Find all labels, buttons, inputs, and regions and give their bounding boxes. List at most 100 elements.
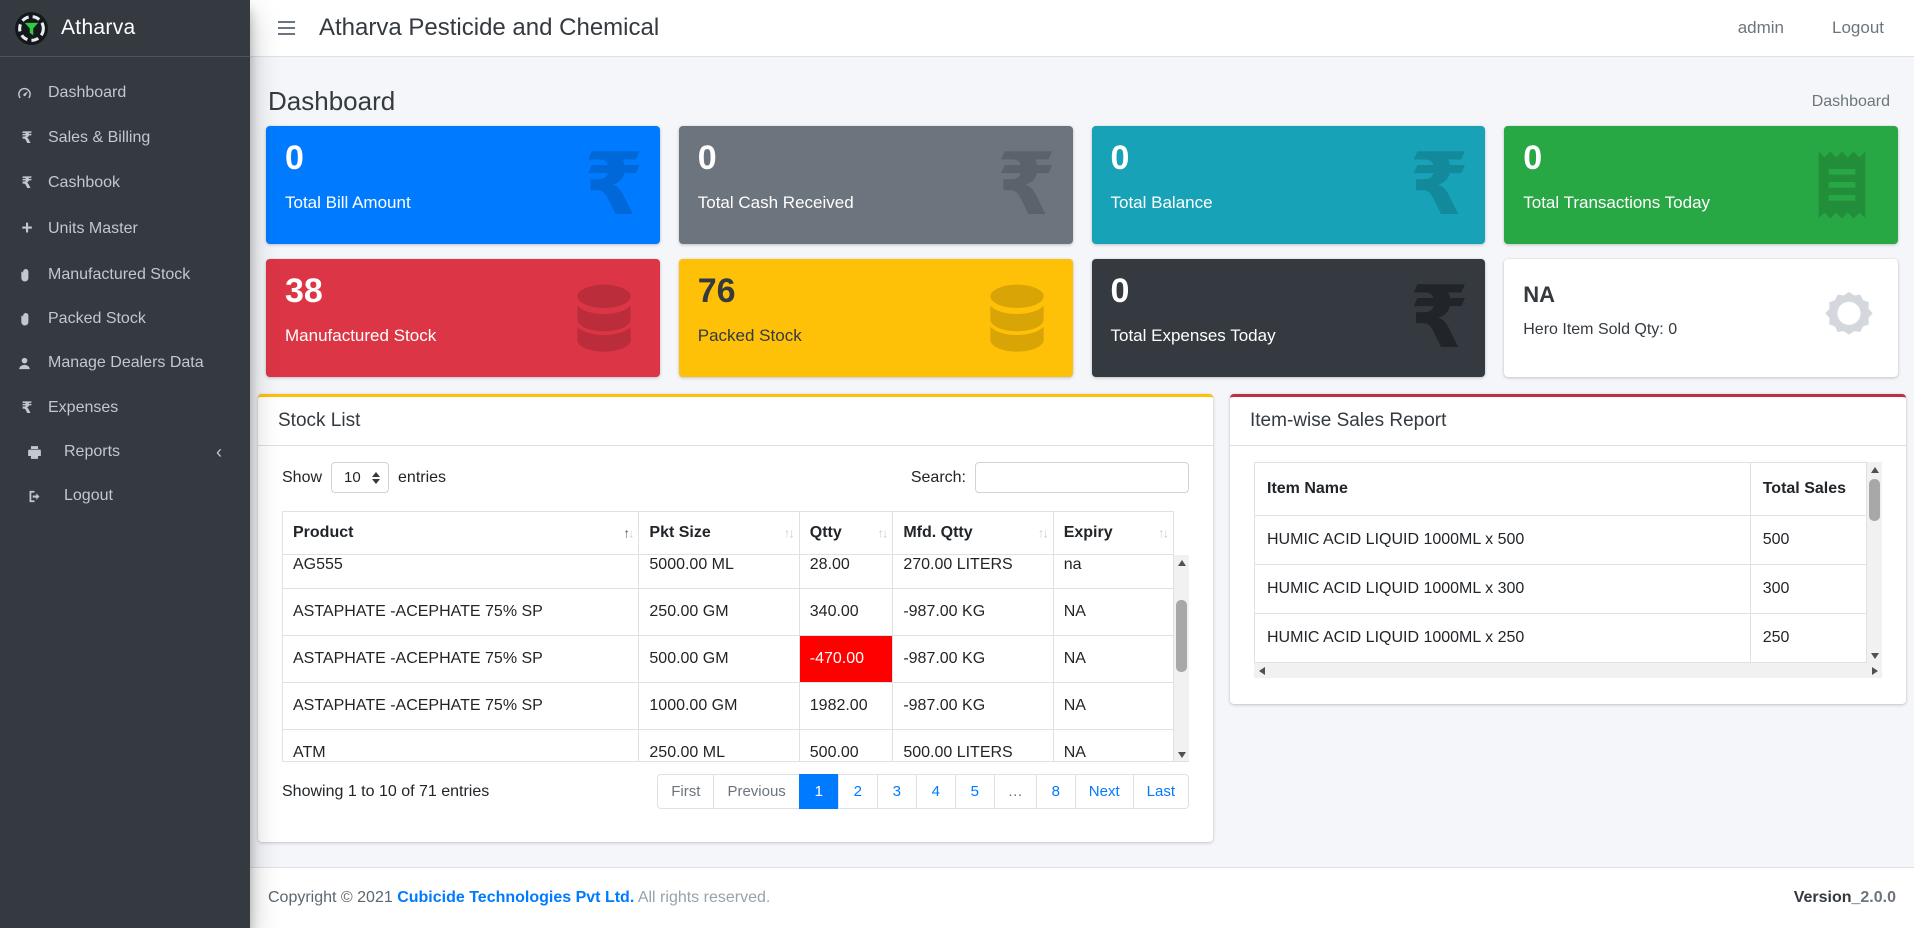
- sidebar-item-manufactured-stock[interactable]: Manufactured Stock: [8, 253, 242, 297]
- sort-icon: ↑↓: [1038, 526, 1047, 541]
- sort-icon: ↑↓: [623, 526, 632, 541]
- hamburger-menu-icon[interactable]: [276, 17, 297, 39]
- logout-link[interactable]: Logout: [1832, 18, 1884, 38]
- stock-list-panel: Stock List Show 10 entries: [258, 394, 1213, 842]
- sidebar-menu: Dashboard ₹ Sales & Billing ₹ Cashbook +…: [0, 57, 250, 518]
- vertical-scrollbar[interactable]: [1174, 555, 1189, 762]
- column-header-expiry[interactable]: Expiry ↑↓: [1053, 512, 1173, 555]
- stat-cards: 0 Total Bill Amount ₹ 0 Total Cash Recei…: [266, 126, 1898, 377]
- sidebar: Atharva Dashboard ₹ Sales & Billing ₹ Ca…: [0, 0, 250, 928]
- user-icon: [16, 355, 38, 372]
- column-header-qtty[interactable]: Qtty ↑↓: [799, 512, 893, 555]
- main-area: Atharva Pesticide and Chemical admin Log…: [250, 0, 1914, 928]
- column-header-pkt-size[interactable]: Pkt Size ↑↓: [639, 512, 799, 555]
- sales-table: Item Name Total Sales HUMIC ACID LIQUID …: [1254, 462, 1867, 663]
- database-icon: [977, 278, 1057, 358]
- search-input[interactable]: [975, 462, 1189, 493]
- sidebar-item-label: Logout: [64, 487, 113, 505]
- app-root: Atharva Dashboard ₹ Sales & Billing ₹ Ca…: [0, 0, 1914, 928]
- stock-table-header: Product ↑↓ Pkt Size ↑↓ Qtty: [282, 511, 1174, 555]
- admin-link[interactable]: admin: [1738, 18, 1784, 38]
- page-previous-button[interactable]: Previous: [713, 774, 799, 809]
- scroll-right-button[interactable]: [1867, 663, 1882, 678]
- page-length-value: 10: [344, 469, 361, 486]
- stock-table: AG5555000.00 ML28.00270.00 LITERSna ASTA…: [282, 555, 1174, 762]
- table-row: HUMIC ACID LIQUID 1000ML x 300300: [1255, 565, 1867, 614]
- page-last-button[interactable]: Last: [1133, 774, 1189, 809]
- sidebar-item-manage-dealers[interactable]: Manage Dealers Data: [8, 341, 242, 385]
- stat-card-total-cash-received: 0 Total Cash Received ₹: [679, 126, 1073, 244]
- page-number-button[interactable]: 8: [1036, 774, 1076, 809]
- rupee-icon: ₹: [16, 398, 38, 417]
- page-number-button[interactable]: 3: [877, 774, 917, 809]
- page-ellipsis: …: [994, 774, 1037, 809]
- stat-card-total-balance: 0 Total Balance ₹: [1092, 126, 1486, 244]
- page-length-select[interactable]: 10: [331, 462, 389, 493]
- scroll-left-button[interactable]: [1254, 663, 1269, 678]
- sidebar-item-cashbook[interactable]: ₹ Cashbook: [8, 160, 242, 205]
- negative-qty-highlight-cell: -470.00: [799, 636, 893, 683]
- page-number-button[interactable]: 4: [916, 774, 956, 809]
- scrollbar-thumb[interactable]: [1176, 600, 1187, 672]
- printer-icon: [26, 444, 48, 461]
- page-number-button[interactable]: 5: [955, 774, 995, 809]
- stat-card-manufactured-stock: 38 Manufactured Stock: [266, 259, 660, 377]
- column-header-product[interactable]: Product ↑↓: [283, 512, 639, 555]
- panels-row: Stock List Show 10 entries: [258, 394, 1906, 842]
- sidebar-item-label: Dashboard: [48, 84, 126, 102]
- app-title: Atharva Pesticide and Chemical: [319, 14, 659, 42]
- brand[interactable]: Atharva: [0, 0, 250, 57]
- sort-icon: ↑↓: [1158, 526, 1167, 541]
- scroll-up-button[interactable]: [1867, 462, 1882, 477]
- company-link[interactable]: Cubicide Technologies Pvt Ltd.: [397, 889, 634, 906]
- breadcrumb: Dashboard: [1812, 93, 1890, 111]
- sidebar-item-dashboard[interactable]: Dashboard: [8, 71, 242, 115]
- horizontal-scrollbar[interactable]: [1254, 663, 1882, 678]
- sidebar-item-expenses[interactable]: ₹ Expenses: [8, 385, 242, 430]
- sidebar-item-label: Cashbook: [48, 174, 120, 192]
- scrollbar-thumb[interactable]: [1869, 479, 1880, 521]
- stat-card-hero-item: NA Hero Item Sold Qty: 0: [1504, 259, 1898, 377]
- rupee-icon: ₹: [1409, 275, 1469, 361]
- copyright-prefix: Copyright © 2021: [268, 889, 393, 906]
- column-header-mfd-qtty[interactable]: Mfd. Qtty ↑↓: [893, 512, 1053, 555]
- sales-report-title: Item-wise Sales Report: [1230, 397, 1906, 446]
- page-title: Dashboard: [268, 86, 395, 117]
- sidebar-item-packed-stock[interactable]: Packed Stock: [8, 297, 242, 341]
- scroll-up-button[interactable]: [1174, 555, 1189, 570]
- search-label: Search:: [911, 469, 966, 487]
- table-row: HUMIC ACID LIQUID 1000ML x 250250: [1255, 614, 1867, 663]
- sidebar-item-label: Packed Stock: [48, 310, 146, 328]
- show-label: Show: [282, 469, 322, 487]
- stock-list-title: Stock List: [258, 397, 1213, 446]
- stat-card-total-expenses: 0 Total Expenses Today ₹: [1092, 259, 1486, 377]
- column-header-item-name[interactable]: Item Name: [1255, 463, 1751, 516]
- vertical-scrollbar[interactable]: [1867, 462, 1882, 663]
- rupee-icon: ₹: [584, 142, 644, 228]
- page-next-button[interactable]: Next: [1075, 774, 1134, 809]
- sales-report-panel: Item-wise Sales Report Item Name Total S…: [1230, 394, 1906, 704]
- sidebar-item-label: Sales & Billing: [48, 129, 150, 147]
- select-arrows-icon: [372, 472, 380, 484]
- page-first-button[interactable]: First: [657, 774, 714, 809]
- column-header-total-sales[interactable]: Total Sales: [1750, 463, 1866, 516]
- rupee-icon: ₹: [997, 142, 1057, 228]
- table-controls: Show 10 entries Search:: [282, 462, 1189, 493]
- page-number-button[interactable]: 1: [799, 774, 839, 809]
- paperclip-icon: [16, 267, 38, 284]
- table-row: ATM250.00 ML500.00500.00 LITERSNA: [283, 730, 1174, 763]
- sidebar-item-sales-billing[interactable]: ₹ Sales & Billing: [8, 115, 242, 160]
- sidebar-item-units-master[interactable]: + Units Master: [8, 205, 242, 253]
- sidebar-item-label: Manage Dealers Data: [48, 354, 204, 372]
- receipt-icon: [1802, 145, 1882, 225]
- scroll-down-button[interactable]: [1174, 747, 1189, 762]
- sales-table-scroll-area: Item Name Total Sales HUMIC ACID LIQUID …: [1254, 462, 1882, 678]
- paperclip-icon: [16, 311, 38, 328]
- scroll-down-button[interactable]: [1867, 648, 1882, 663]
- stock-table-scroll-area: AG5555000.00 ML28.00270.00 LITERSna ASTA…: [282, 555, 1189, 762]
- page-number-button[interactable]: 2: [838, 774, 878, 809]
- rights-text: All rights reserved.: [638, 889, 771, 906]
- logout-icon: [26, 488, 48, 505]
- sidebar-item-reports[interactable]: Reports ‹: [8, 430, 242, 474]
- sidebar-item-logout[interactable]: Logout: [8, 474, 242, 518]
